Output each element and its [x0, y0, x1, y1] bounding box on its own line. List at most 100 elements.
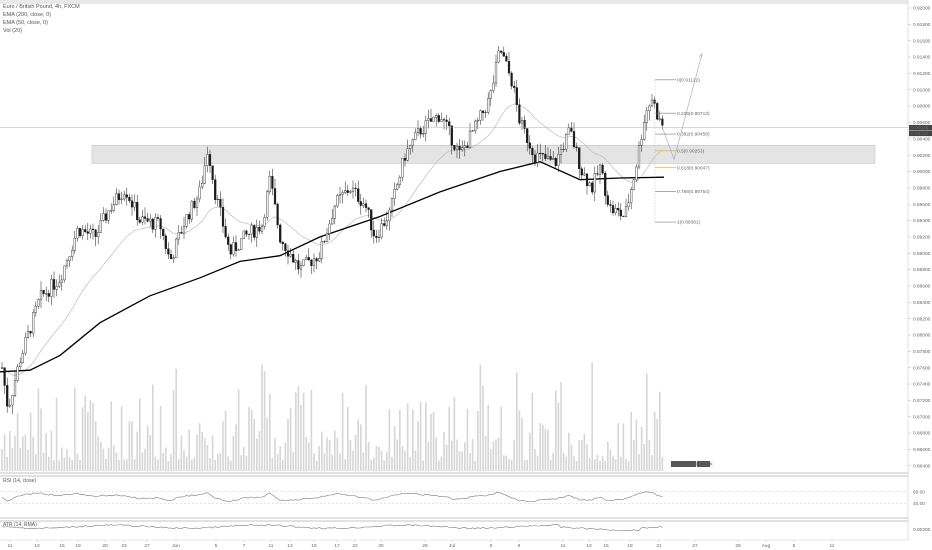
date-tick-label: 11 — [561, 543, 566, 549]
volume-bar — [414, 450, 417, 471]
atr-pane: 0.00200 — [1, 524, 931, 533]
volume-bar — [276, 454, 279, 471]
candle-200 — [520, 116, 524, 130]
candle-179 — [466, 141, 469, 149]
volume-bar — [94, 421, 97, 471]
volume-bar — [14, 435, 16, 471]
candle-24 — [63, 265, 66, 283]
date-tick-label: 25 — [378, 543, 384, 549]
candle-body — [341, 192, 344, 195]
price-tick-label: 0.88400 — [913, 300, 931, 306]
candle-125 — [325, 227, 329, 243]
volume-bar — [323, 453, 326, 471]
candle-210 — [546, 147, 550, 160]
volume-bar — [490, 449, 492, 471]
candle-body — [554, 158, 557, 166]
volume-bar — [367, 441, 370, 471]
candle-body — [175, 238, 178, 258]
candle-body — [71, 250, 74, 257]
candle-225 — [585, 173, 589, 195]
candle-222 — [578, 147, 581, 179]
candle-body — [416, 128, 420, 133]
volume-bar — [547, 429, 549, 471]
candle-body — [455, 145, 459, 150]
candle-20 — [52, 271, 56, 299]
fibonacci-retracement[interactable]: 0(0.91122) 0.236(0.90713) 0.382(0.90458) 0.… — [654, 77, 710, 226]
candle-67 — [175, 237, 178, 258]
candle-237 — [617, 202, 620, 217]
candle-body — [328, 223, 331, 234]
candle-84 — [219, 191, 222, 217]
candle-body — [403, 158, 407, 161]
volume-bar — [575, 460, 578, 471]
volume-bar — [596, 454, 599, 471]
date-tick-label: 29 — [735, 543, 741, 549]
candle-232 — [604, 170, 607, 205]
candle-21 — [55, 279, 58, 297]
volume-bar — [419, 402, 422, 471]
candle-55 — [143, 207, 147, 225]
candle-23 — [60, 274, 63, 291]
candle-113 — [294, 258, 297, 270]
candle-130 — [338, 186, 342, 204]
price-tick-label: 0.87400 — [913, 382, 931, 388]
candle-40 — [104, 208, 108, 224]
candle-body — [591, 182, 594, 193]
candle-9 — [24, 332, 27, 356]
volume-bar — [271, 458, 274, 471]
fib-level-label: 0.786(0.89754) — [677, 189, 710, 195]
candle-102 — [266, 189, 269, 221]
date-tick-label: 18 — [627, 543, 633, 549]
candle-79 — [206, 146, 209, 173]
volume-label-bg — [697, 461, 710, 467]
volume-bar — [430, 414, 432, 471]
candle-126 — [328, 220, 331, 241]
candle-body — [68, 256, 71, 262]
volume-bar — [29, 412, 32, 471]
volume-bar — [529, 432, 531, 471]
candle-body — [123, 194, 126, 200]
candle-body — [437, 115, 440, 122]
candle-91 — [237, 248, 240, 251]
candle-192 — [500, 50, 503, 55]
volume-bar — [256, 438, 258, 471]
candle-body — [138, 219, 141, 223]
date-axis[interactable]: 11 13 15 19 20 23 27 Jun 5 7 11 13 15 17 22 25 29 Jul 5 9 11… — [0, 539, 908, 549]
price-tick-label: 0.89800 — [913, 185, 931, 191]
volume-bar — [292, 452, 294, 471]
candle-body — [359, 201, 362, 206]
volume-bar — [240, 455, 242, 471]
volume-bar — [263, 371, 266, 471]
price-axis[interactable]: 0.92000 0.91800 0.91600 0.91400 0.91200 0.910… — [907, 0, 931, 540]
fib-level-label: 0.236(0.90713) — [677, 111, 710, 117]
candle-body — [388, 209, 391, 222]
candle-233 — [606, 190, 609, 208]
candle-body — [643, 122, 646, 140]
volume-bar — [219, 453, 222, 471]
current-price-badge-2-bg — [909, 130, 932, 137]
volume-bar — [354, 434, 357, 471]
price-tick-label: 0.88800 — [913, 267, 931, 273]
atr-line — [1, 524, 663, 532]
candle-body — [172, 257, 175, 260]
price-tick-label: 0.89600 — [913, 202, 931, 208]
volume-bar — [42, 452, 45, 471]
candle-body — [336, 195, 339, 207]
candle-body — [390, 198, 394, 211]
candle-body — [281, 241, 284, 245]
volume-bar — [633, 439, 635, 471]
volume-bar — [144, 448, 146, 471]
candle-140 — [364, 199, 368, 213]
candle-body — [247, 233, 251, 235]
candle-172 — [448, 117, 451, 136]
candle-68 — [177, 224, 180, 245]
volume-bar — [513, 440, 515, 471]
candle-body — [575, 146, 578, 148]
volume-bar — [126, 459, 128, 471]
date-tick-label: 13 — [34, 543, 40, 549]
candle-109 — [284, 242, 287, 257]
volume-bar — [497, 437, 500, 471]
candle-body — [367, 207, 370, 210]
candle-115 — [299, 261, 303, 278]
